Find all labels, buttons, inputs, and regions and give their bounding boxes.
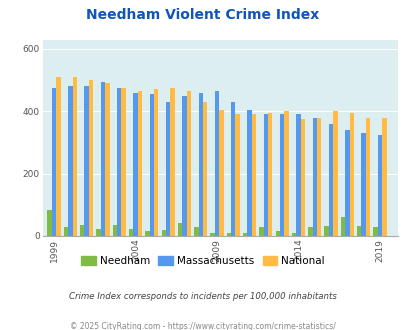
Bar <box>279 115 284 236</box>
Bar <box>235 115 239 236</box>
Bar <box>214 91 219 236</box>
Text: © 2025 CityRating.com - https://www.cityrating.com/crime-statistics/: © 2025 CityRating.com - https://www.city… <box>70 322 335 330</box>
Bar <box>210 233 214 236</box>
Bar <box>194 227 198 236</box>
Bar <box>105 83 109 236</box>
Bar <box>328 124 333 236</box>
Bar <box>381 117 386 236</box>
Bar <box>145 231 149 236</box>
Bar <box>296 115 300 236</box>
Bar <box>259 227 263 236</box>
Bar <box>219 110 223 236</box>
Bar <box>121 88 126 236</box>
Text: Crime Index corresponds to incidents per 100,000 inhabitants: Crime Index corresponds to incidents per… <box>69 292 336 301</box>
Bar <box>226 233 230 236</box>
Bar <box>153 89 158 236</box>
Bar <box>129 229 133 236</box>
Bar <box>182 96 186 236</box>
Bar <box>275 231 279 236</box>
Bar <box>166 102 170 236</box>
Bar <box>112 225 117 236</box>
Bar <box>84 86 89 236</box>
Bar <box>56 77 60 236</box>
Bar <box>177 223 182 236</box>
Bar <box>202 102 207 236</box>
Bar <box>284 111 288 236</box>
Bar <box>340 217 344 236</box>
Bar <box>170 88 174 236</box>
Bar <box>68 86 72 236</box>
Bar <box>100 82 105 236</box>
Bar <box>263 115 267 236</box>
Bar <box>133 93 137 236</box>
Bar <box>96 229 100 236</box>
Bar <box>251 115 256 236</box>
Bar <box>312 117 316 236</box>
Bar <box>198 93 202 236</box>
Bar <box>373 227 377 236</box>
Bar <box>47 210 52 236</box>
Bar <box>377 135 381 236</box>
Bar <box>161 230 166 236</box>
Bar <box>356 226 360 236</box>
Bar <box>242 233 247 236</box>
Bar <box>80 225 84 236</box>
Bar <box>149 94 153 236</box>
Bar <box>360 133 365 236</box>
Bar <box>137 91 142 236</box>
Bar <box>349 113 353 236</box>
Bar <box>307 227 312 236</box>
Bar <box>324 226 328 236</box>
Bar <box>230 102 235 236</box>
Bar <box>300 119 304 236</box>
Bar <box>291 233 296 236</box>
Text: Needham Violent Crime Index: Needham Violent Crime Index <box>86 8 319 22</box>
Bar <box>316 117 321 236</box>
Legend: Needham, Massachusetts, National: Needham, Massachusetts, National <box>77 252 328 270</box>
Bar <box>365 117 369 236</box>
Bar <box>267 113 272 236</box>
Bar <box>117 88 121 236</box>
Bar <box>344 130 349 236</box>
Bar <box>89 80 93 236</box>
Bar <box>72 77 77 236</box>
Bar <box>52 88 56 236</box>
Bar <box>333 111 337 236</box>
Bar <box>247 110 251 236</box>
Bar <box>64 227 68 236</box>
Bar <box>186 91 190 236</box>
